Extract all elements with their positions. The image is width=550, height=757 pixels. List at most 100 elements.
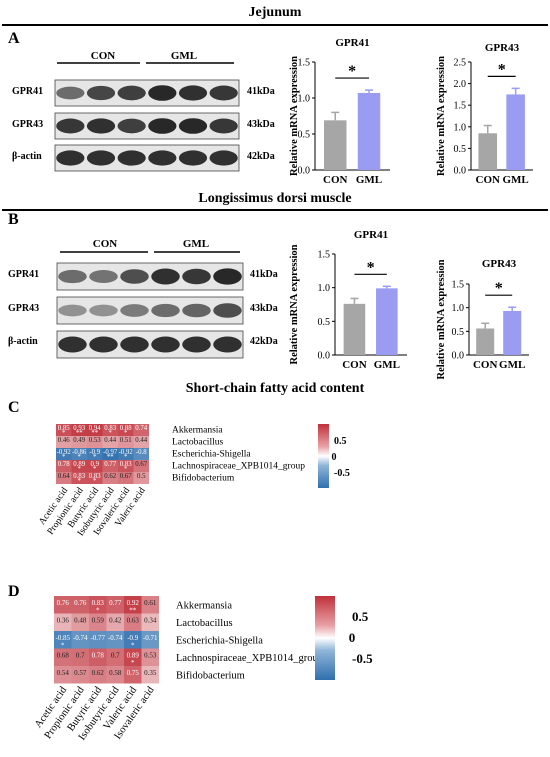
blot-strip: [56, 296, 244, 325]
heatmap-star: *: [96, 607, 100, 615]
blot-band: [117, 118, 146, 134]
heatmap-cell: [87, 436, 103, 448]
color-scale-label: 0.5: [334, 436, 347, 447]
color-scale-bar: [315, 596, 335, 680]
heatmap-cell: [118, 448, 134, 460]
heatmap-value: 0.35: [144, 669, 157, 677]
heatmap-cell: [124, 613, 142, 631]
heatmap-star: *: [131, 659, 135, 667]
heatmap-cell: [133, 472, 149, 484]
section-title-muscle: Longissimus dorsi muscle: [198, 191, 351, 206]
blot-band: [151, 303, 180, 318]
blot-row-label: GPR43: [12, 119, 43, 130]
heatmap-value: -0.74: [73, 634, 88, 642]
heatmap-cell: [71, 472, 87, 484]
color-scale-label: -0.5: [352, 651, 373, 666]
x-tick-label: CON: [476, 174, 501, 186]
heatmap-value: 0.83: [89, 473, 101, 480]
heatmap-cell: [56, 472, 72, 484]
heatmap-value: 0.64: [58, 473, 70, 480]
heatmap-cell: [56, 448, 72, 460]
blot-band: [86, 85, 116, 101]
heatmap-value: 0.68: [57, 651, 70, 659]
heatmap-cell: [71, 613, 89, 631]
y-tick-label: 1.5: [298, 58, 311, 69]
blot-size-label: 42kDa: [247, 151, 275, 162]
y-tick-label: 0.5: [452, 327, 465, 338]
heatmap-cell: [71, 448, 87, 460]
heatmap-cell: [71, 436, 87, 448]
heatmap-cell: [124, 666, 142, 684]
heatmap-value: -0.9: [89, 449, 100, 456]
heatmap-value: 0.77: [109, 599, 122, 607]
blot-band: [178, 85, 208, 101]
blot-band: [89, 336, 118, 353]
blot-band: [213, 336, 242, 353]
heatmap-cell: [106, 596, 124, 614]
heatmap-cell: [71, 631, 89, 649]
y-tick-label: 0.5: [454, 144, 467, 155]
bar: [506, 94, 525, 170]
heatmap-row-label: Bifidobacterium: [176, 670, 245, 681]
heatmap-star: **: [129, 607, 137, 615]
heatmap-cell: [118, 424, 134, 436]
heatmap-value: 0.83: [104, 425, 116, 432]
y-tick-label: 0.5: [298, 130, 311, 141]
heatmap-cell: [54, 666, 72, 684]
heatmap-cell: [118, 436, 134, 448]
blot-band: [182, 336, 211, 353]
blot-band: [56, 118, 85, 134]
heatmap-row-label: Lactobacillus: [172, 437, 223, 447]
blot-band: [58, 304, 87, 317]
heatmap-value: 0.51: [120, 437, 132, 444]
heatmap-star: *: [124, 430, 128, 437]
blot-band: [209, 150, 238, 166]
heatmap-cell: [106, 666, 124, 684]
blot-band: [86, 118, 116, 134]
heatmap-value: -0.97: [103, 449, 118, 456]
heatmap-cell: [71, 666, 89, 684]
y-tick-label: 0.0: [318, 351, 331, 362]
heatmap-star: *: [93, 454, 97, 461]
heatmap-cell: [118, 472, 134, 484]
western-blot-a: CON GML GPR41 GPR43 β-actin 41kDa 43kDa …: [12, 50, 275, 172]
x-tick-label: CON: [323, 174, 348, 186]
heatmap-value: -0.8: [136, 449, 147, 456]
heatmap-star: *: [61, 642, 65, 650]
heatmap-row-label: Akkermansia: [176, 600, 232, 611]
heatmap-value: 0.78: [92, 651, 105, 659]
heatmap-value: -0.92: [57, 449, 72, 456]
heatmap-value: 0.76: [57, 599, 70, 607]
heatmap-star: *: [78, 478, 82, 485]
y-axis-label: Relative mRNA expression: [436, 56, 447, 176]
western-blot-b: CON GML GPR41 GPR43 β-actin 41kDa 43kDa …: [8, 238, 278, 359]
bar: [503, 310, 522, 355]
panel-label-c: C: [8, 399, 20, 416]
heatmap-cell: [133, 448, 149, 460]
y-tick-label: 1.0: [452, 303, 465, 314]
heatmap-value: 0.42: [109, 616, 122, 624]
bar: [478, 133, 498, 170]
heatmap-value: 0.44: [135, 437, 147, 444]
blot-band: [178, 118, 208, 134]
bar-chart-b-gpr41: GPR41 0.0 0.5 1.0 1.5 Relative mRNA expressio…: [289, 229, 407, 371]
heatmap-cell: [106, 613, 124, 631]
blot-size-label: 43kDa: [250, 303, 278, 314]
heatmap-cell: [89, 631, 107, 649]
color-scale-label: -0.5: [334, 468, 350, 479]
blot-size-label: 41kDa: [247, 86, 275, 97]
heatmap-cell: [106, 648, 124, 666]
chart-title: GPR41: [354, 229, 388, 241]
heatmap-value: 0.58: [109, 669, 122, 677]
blot-strip: [56, 330, 244, 359]
heatmap-value: -0.86: [72, 449, 87, 456]
heatmap-row-label: Lachnospiraceae_XPB1014_group: [172, 461, 305, 471]
heatmap-cell: [124, 648, 142, 666]
x-tick-label: CON: [473, 359, 498, 371]
blot-row-label: GPR43: [8, 303, 39, 314]
blot-strip: [56, 262, 244, 291]
chart-title: GPR41: [335, 37, 369, 49]
blot-strip: [54, 79, 240, 107]
significance-star: *: [348, 63, 356, 80]
significance-star: *: [367, 259, 375, 276]
